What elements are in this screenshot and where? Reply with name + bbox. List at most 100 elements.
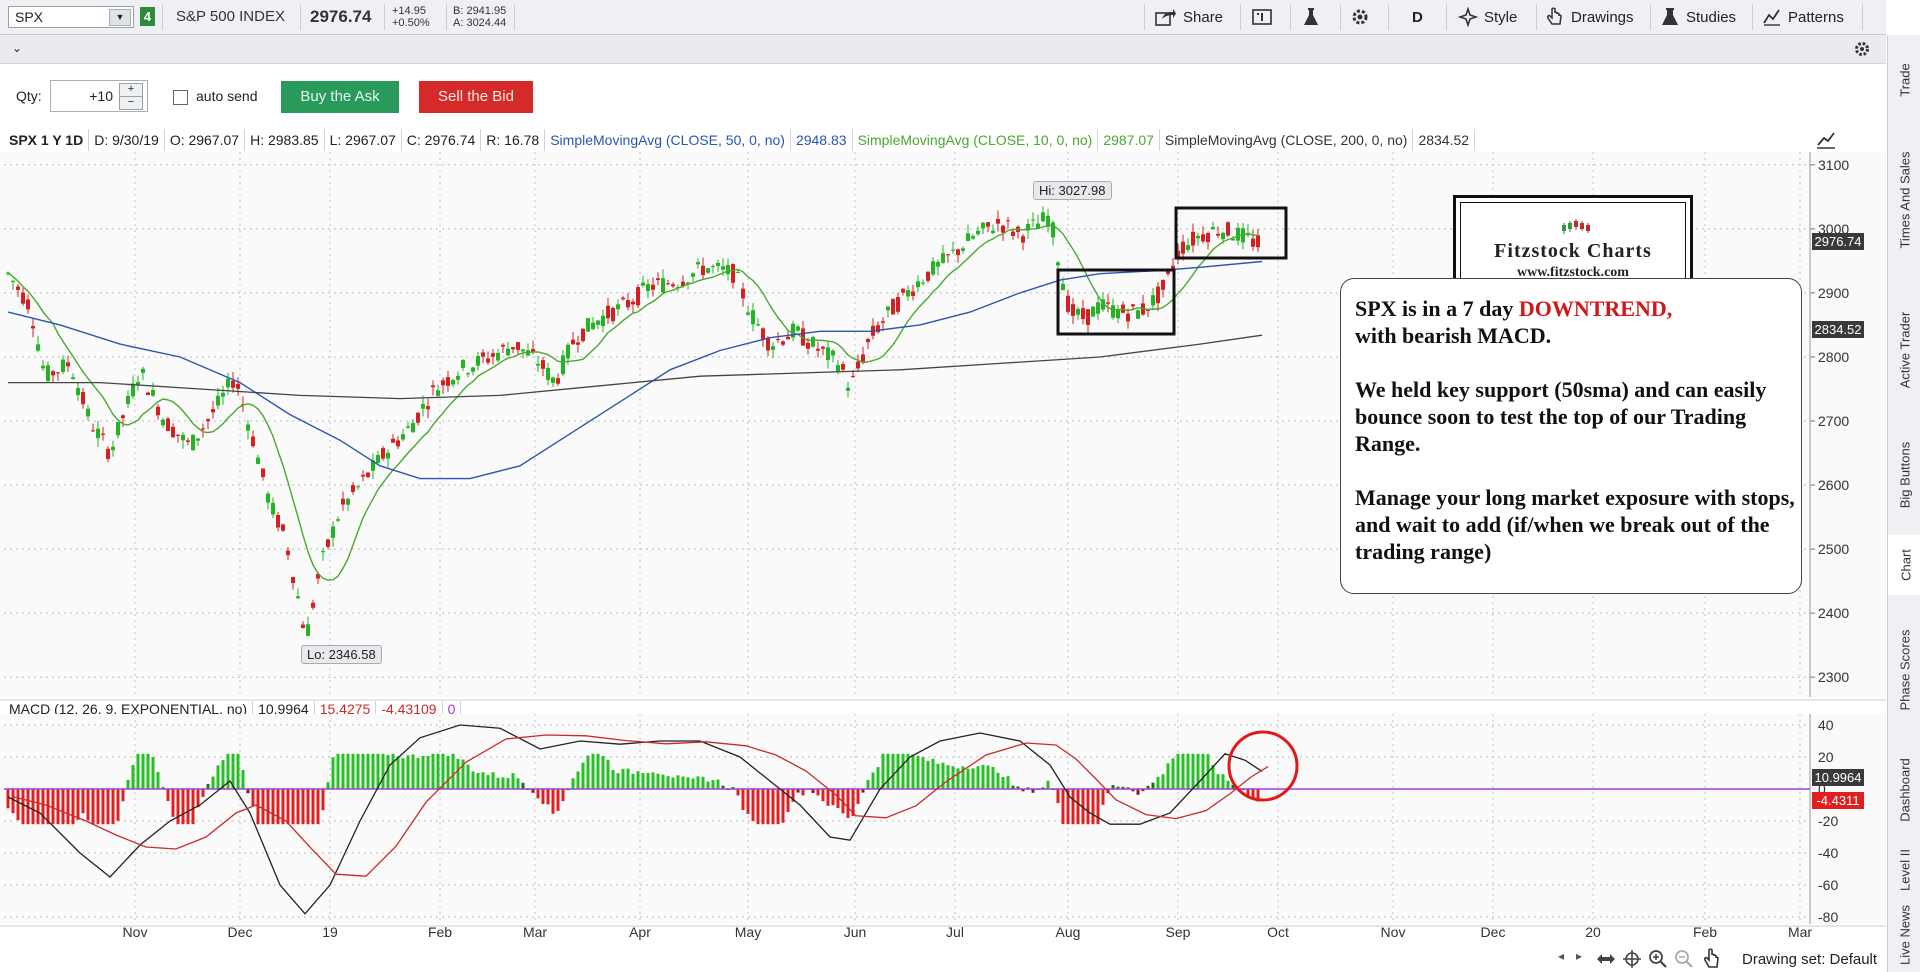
decrement-button[interactable]: − (119, 96, 143, 110)
candle-body (626, 300, 630, 308)
chevron-down-icon[interactable]: ⌄ (12, 41, 23, 55)
candle-body (261, 468, 265, 478)
price-axis-label: 2600 (1818, 477, 1849, 493)
macd-histogram-bar (456, 758, 460, 789)
candle-body (471, 367, 475, 372)
macd-histogram-bar (476, 772, 480, 789)
candle-body (336, 519, 340, 521)
candle-body (981, 222, 985, 229)
style-button[interactable]: Style (1458, 4, 1517, 30)
scroll-left-icon[interactable]: ◂ (1558, 949, 1565, 963)
chart-settings-button[interactable] (1252, 4, 1272, 30)
macd-histogram-bar (1006, 776, 1010, 789)
sma10-label[interactable]: SimpleMovingAvg (CLOSE, 10, 0, no) (853, 129, 1099, 151)
macd-histogram-bar (926, 760, 930, 789)
side-tab-active-trader[interactable]: Active Trader (1888, 285, 1920, 415)
macd-histogram-bar (1216, 774, 1220, 789)
macd-histogram-bar (1176, 753, 1180, 789)
candle-body (331, 526, 335, 538)
side-tab-times-and-sales[interactable]: Times And Sales (1888, 125, 1920, 275)
macd-avg-line (13, 734, 1269, 877)
gear-icon (1352, 9, 1368, 25)
candle-body (556, 378, 560, 384)
macd-histogram-bar (511, 773, 515, 789)
candle-body (211, 409, 215, 413)
macd-histogram-bar (891, 753, 895, 789)
macd-histogram-bar (326, 782, 330, 789)
candle-body (766, 337, 770, 351)
scroll-right-icon[interactable]: ▸ (1576, 949, 1583, 963)
symbol-link-badge[interactable]: 4 (140, 7, 155, 26)
studies-lab-button[interactable] (1302, 4, 1320, 30)
patterns-button[interactable]: Patterns (1762, 4, 1844, 30)
settings-button[interactable] (1350, 4, 1370, 30)
quantity-stepper[interactable]: +10 + − (50, 80, 148, 112)
candle-body (936, 261, 940, 267)
increment-button[interactable]: + (119, 83, 143, 97)
drawing-set-label[interactable]: Drawing set: Default (1742, 951, 1878, 968)
sma50-label[interactable]: SimpleMovingAvg (CLOSE, 50, 0, no) (545, 129, 791, 151)
macd-histogram-bar (846, 789, 850, 818)
sma200-label[interactable]: SimpleMovingAvg (CLOSE, 200, 0, no) (1160, 129, 1414, 151)
side-tab-level-ii[interactable]: Level II (1888, 845, 1920, 895)
sell-the-bid-button[interactable]: Sell the Bid (419, 81, 533, 113)
aggregation-period-button[interactable]: D (1412, 4, 1423, 30)
drawings-button[interactable]: Drawings (1545, 4, 1634, 30)
candle-body (966, 233, 970, 241)
chart-title[interactable]: SPX 1 Y 1D (4, 129, 90, 151)
period-label: D (1412, 8, 1423, 26)
price-axis-label: 2800 (1818, 349, 1849, 365)
crosshair-icon[interactable] (1622, 949, 1642, 969)
candle-body (891, 299, 895, 315)
macd-histogram-bar (1246, 789, 1250, 797)
macd-histogram-bar (706, 781, 710, 789)
candle-body (1241, 228, 1245, 243)
macd-histogram-bar (466, 764, 470, 789)
side-tab-label: Times And Sales (1897, 151, 1912, 249)
chevron-down-icon[interactable]: ▼ (109, 9, 131, 26)
candle-body (246, 424, 250, 431)
zoom-in-icon[interactable] (1648, 949, 1668, 969)
candle-body (391, 438, 395, 443)
macd-histogram-bar (1076, 789, 1080, 825)
side-tab-dashboard[interactable]: Dashboard (1888, 745, 1920, 835)
macd-label[interactable]: MACD (12, 26, 9, EXPONENTIAL, no) (4, 701, 254, 717)
candle-body (641, 282, 645, 286)
candle-body (836, 365, 840, 372)
chart-type-icon[interactable] (1815, 130, 1837, 150)
note-downtrend: DOWNTREND, (1518, 296, 1673, 321)
macd-histogram-bar (691, 778, 695, 789)
zoom-out-icon[interactable] (1674, 949, 1694, 969)
candle-body (791, 323, 795, 338)
macd-histogram-bar (141, 753, 145, 789)
macd-histogram-bar (816, 789, 820, 796)
macd-histogram-bar (91, 789, 95, 825)
sma200-line (8, 334, 1263, 400)
patterns-icon (1763, 9, 1780, 26)
candle-body (841, 364, 845, 370)
share-button[interactable]: Share (1155, 4, 1223, 30)
candle-body (576, 342, 580, 345)
macd-histogram-bar (506, 777, 510, 789)
buy-the-ask-button[interactable]: Buy the Ask (281, 81, 399, 113)
macd-histogram-bar (1056, 789, 1060, 804)
candle-body (96, 428, 100, 439)
auto-send-checkbox[interactable] (173, 90, 188, 105)
side-tab-phase-scores[interactable]: Phase Scores (1888, 605, 1920, 735)
pan-hand-icon[interactable] (1702, 948, 1722, 970)
side-tab-live-news[interactable]: Live News (1888, 900, 1920, 970)
fit-view-icon[interactable] (1596, 950, 1616, 968)
candle-body (401, 434, 405, 440)
side-tab-chart[interactable]: Chart (1888, 535, 1920, 595)
side-tab-big-buttons[interactable]: Big Buttons (1888, 425, 1920, 525)
symbol-selector[interactable]: SPX ▼ (8, 6, 134, 28)
candle-body (1031, 219, 1035, 221)
studies-button[interactable]: Studies (1660, 4, 1736, 30)
macd-histogram-bar (581, 762, 585, 789)
candle-body (1026, 223, 1030, 231)
gear-icon[interactable] (1853, 40, 1871, 58)
candle-body (541, 360, 545, 369)
macd-histogram-bar (306, 789, 310, 825)
side-tab-trade[interactable]: Trade (1888, 45, 1920, 115)
macd-histogram-bar (156, 771, 160, 789)
